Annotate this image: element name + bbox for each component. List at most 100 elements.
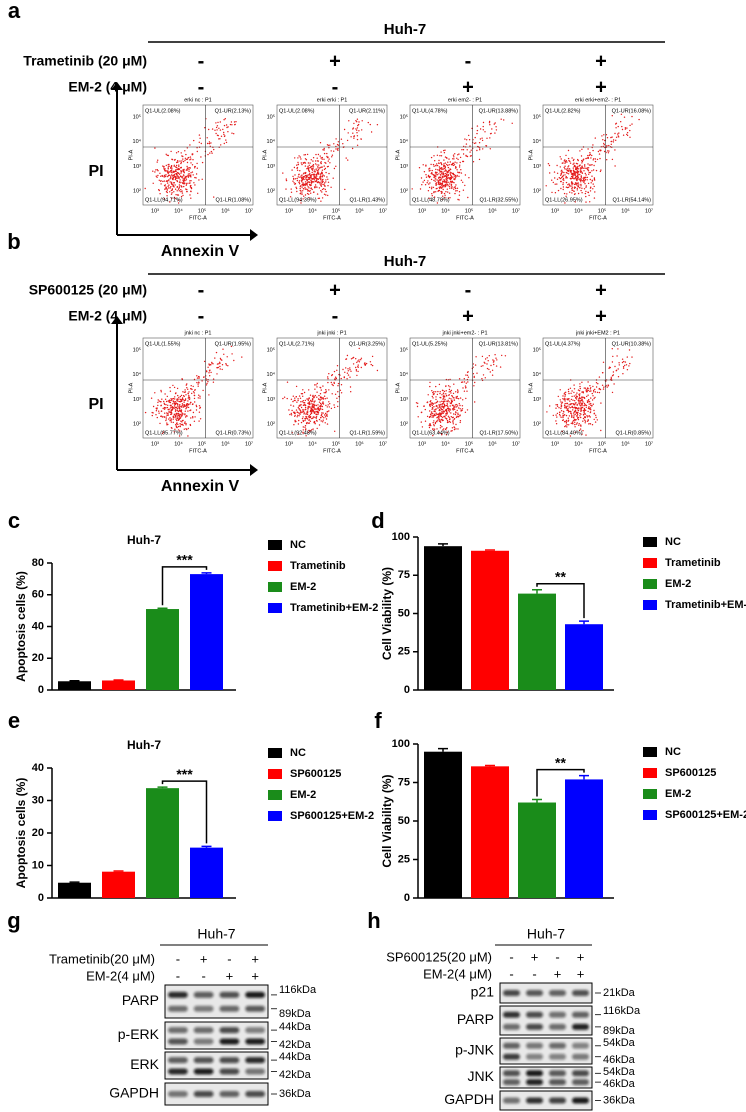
event-dot	[173, 191, 175, 193]
event-dot	[438, 404, 440, 406]
event-dot	[575, 394, 577, 396]
x-tick-label: 10⁷	[245, 440, 253, 447]
treatment-sign: +	[251, 951, 259, 966]
y-axis-title: Cell Viability (%)	[380, 774, 394, 867]
event-dot	[621, 361, 624, 364]
event-dot	[437, 190, 439, 192]
event-dot	[189, 174, 191, 177]
event-dot	[614, 365, 616, 368]
event-dot	[156, 169, 158, 171]
event-dot	[432, 174, 434, 176]
event-dot	[324, 398, 326, 400]
event-dot	[578, 398, 581, 400]
event-dot	[157, 404, 159, 407]
event-dot	[563, 393, 565, 395]
blot-band	[503, 1053, 520, 1060]
event-dot	[325, 162, 327, 164]
event-dot	[160, 175, 162, 177]
event-dot	[446, 175, 448, 177]
event-dot	[376, 369, 379, 372]
event-dot	[356, 118, 359, 120]
event-dot	[345, 358, 348, 360]
blot-frame	[499, 1037, 593, 1065]
event-dot	[286, 381, 289, 383]
event-dot	[423, 405, 425, 407]
event-dot	[177, 175, 179, 177]
event-dot	[316, 157, 318, 159]
event-dot	[310, 410, 312, 412]
event-dot	[176, 186, 178, 188]
event-dot	[431, 173, 433, 175]
event-dot	[586, 401, 589, 403]
event-dot	[152, 405, 155, 408]
event-dot	[365, 362, 368, 365]
y-tick-label: 10⁴	[533, 138, 542, 145]
event-dot	[583, 396, 586, 399]
quadrant-label: Q1-UR(3.25%)	[349, 341, 386, 347]
event-dot	[415, 402, 418, 404]
event-dot	[429, 423, 431, 425]
event-dot	[448, 164, 450, 166]
event-dot	[586, 415, 588, 417]
x-tick-label: 10³	[551, 441, 559, 447]
event-dot	[577, 192, 580, 195]
event-dot	[623, 360, 625, 363]
event-dot	[349, 367, 351, 369]
event-dot	[187, 406, 190, 409]
event-dot	[173, 431, 175, 433]
quadrant-label: Q1-UR(13.88%)	[479, 108, 519, 114]
treatment-sign: +	[200, 951, 208, 966]
event-dot	[444, 162, 446, 164]
event-dot	[573, 173, 575, 175]
event-dot	[466, 409, 469, 411]
event-dot	[219, 368, 221, 370]
event-dot	[299, 176, 301, 178]
event-dot	[192, 403, 194, 405]
event-dot	[347, 368, 349, 370]
event-dot	[463, 378, 465, 380]
blot-band	[526, 1042, 543, 1049]
event-dot	[445, 170, 447, 172]
plot-axis-label: PI-A	[128, 149, 134, 160]
event-dot	[318, 182, 320, 184]
event-dot	[473, 385, 475, 387]
event-dot	[307, 165, 309, 168]
event-dot	[440, 407, 442, 410]
event-dot	[476, 125, 479, 127]
event-dot	[455, 190, 457, 192]
event-dot	[170, 427, 173, 429]
event-dot	[226, 356, 228, 358]
event-dot	[311, 403, 313, 405]
quadrant-label: Q1-LL(95.77%)	[145, 430, 183, 436]
event-dot	[186, 158, 189, 160]
event-dot	[450, 412, 452, 414]
event-dot	[484, 131, 486, 133]
legend-label: EM-2	[665, 578, 691, 590]
event-dot	[457, 158, 459, 161]
event-dot	[462, 149, 465, 151]
treatment-sign: +	[329, 50, 341, 72]
event-dot	[452, 158, 454, 160]
event-dot	[357, 360, 359, 362]
event-dot	[589, 190, 592, 192]
event-dot	[462, 189, 465, 191]
blot-band	[503, 1097, 520, 1104]
marker-label: 36kDa	[603, 1094, 636, 1106]
event-dot	[335, 377, 337, 379]
x-tick-label: 10⁵	[198, 207, 206, 214]
event-dot	[179, 398, 182, 401]
event-dot	[568, 404, 570, 406]
event-dot	[320, 179, 322, 181]
event-dot	[361, 129, 363, 131]
event-dot	[575, 407, 578, 409]
y-tick-label: 40	[32, 762, 44, 774]
event-dot	[584, 164, 586, 166]
event-dot	[593, 409, 595, 412]
event-dot	[583, 405, 585, 407]
event-dot	[496, 359, 498, 361]
treatment-sign: -	[198, 76, 205, 98]
event-dot	[429, 405, 431, 407]
event-dot	[557, 395, 559, 398]
error-bar	[201, 572, 212, 575]
event-dot	[304, 154, 307, 156]
